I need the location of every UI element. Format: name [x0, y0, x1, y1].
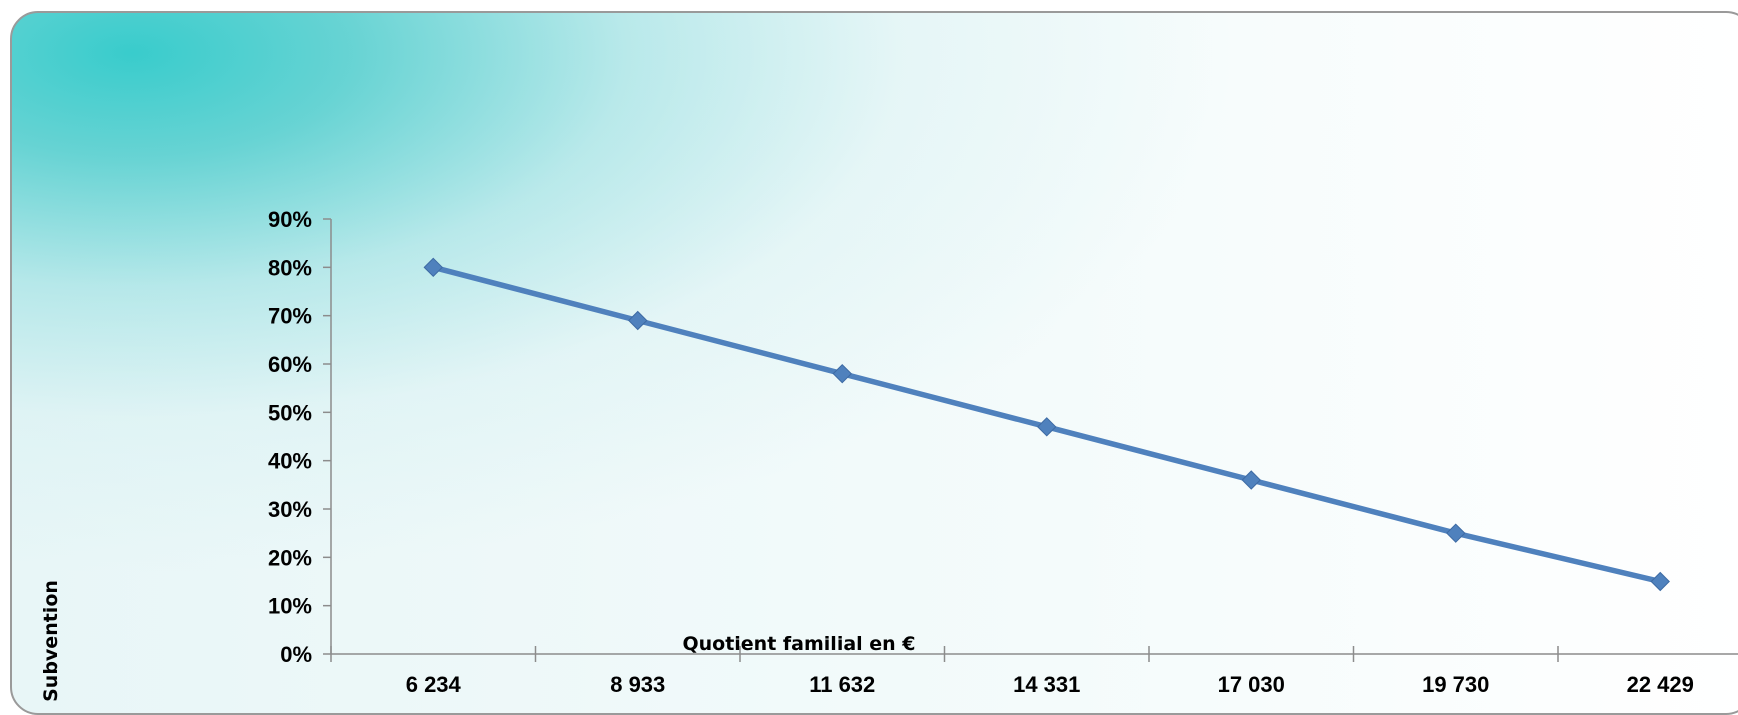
y-tick-label: 30% [268, 497, 312, 522]
y-tick-label: 60% [268, 352, 312, 377]
x-tick-label: 22 429 [1627, 672, 1694, 697]
y-tick-label: 90% [268, 207, 312, 232]
data-point-marker [832, 363, 852, 384]
y-axis-title: Subvention [40, 580, 62, 702]
x-tick-label: 14 331 [1013, 672, 1080, 697]
y-tick-label: 40% [268, 449, 312, 474]
data-point-marker [1241, 470, 1261, 490]
x-tick-label: 19 730 [1422, 672, 1489, 697]
x-tick-label: 6 234 [406, 672, 462, 697]
y-tick-label: 70% [268, 304, 312, 329]
x-tick-label: 8 933 [610, 672, 665, 697]
y-tick-label: 10% [268, 594, 312, 619]
chart-frame: 0% 10% 20% 30% 40% 50% 60% 70% 80% 90% 6 234 8 933… [10, 11, 1738, 715]
y-tick-label: 0% [280, 642, 312, 667]
y-tick-label: 50% [268, 400, 312, 425]
x-axis-title: Quotient familial en € [682, 633, 915, 655]
x-tick-label: 17 030 [1218, 672, 1285, 697]
series-layer [423, 257, 1670, 592]
x-tick-label: 11 632 [809, 672, 875, 697]
data-point-marker [1037, 417, 1057, 437]
y-tick-label: 80% [268, 255, 312, 280]
data-point-marker [1650, 571, 1670, 592]
data-point-marker [628, 310, 648, 331]
y-axis: 0% 10% 20% 30% 40% 50% 60% 70% 80% 90% [268, 207, 332, 667]
data-point-marker [423, 257, 443, 278]
line-chart: 0% 10% 20% 30% 40% 50% 60% 70% 80% 90% 6 234 8 933… [40, 207, 1738, 702]
x-axis: 6 234 8 933 11 632 14 331 17 030 19 730 22 429 [330, 646, 1738, 697]
data-point-marker [1446, 523, 1466, 543]
y-tick-label: 20% [268, 545, 312, 570]
